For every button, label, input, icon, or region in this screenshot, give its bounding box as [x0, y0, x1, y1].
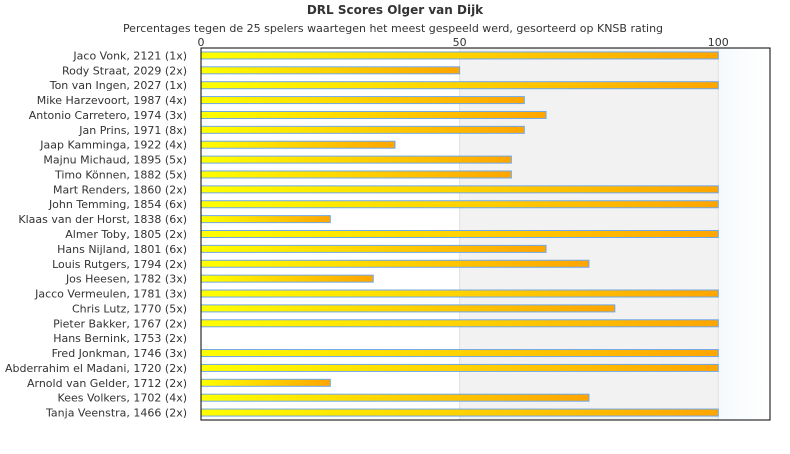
category-label: Arnold van Gelder, 1712 (2x) — [27, 377, 187, 390]
plot-border — [200, 47, 771, 421]
bar — [200, 259, 590, 268]
band-over-100 — [718, 48, 770, 420]
category-label: Timo Können, 1882 (5x) — [54, 168, 187, 181]
category-label: Chris Lutz, 1770 (5x) — [72, 302, 187, 315]
bar — [200, 155, 512, 164]
bar — [200, 244, 547, 253]
bar — [200, 230, 719, 238]
category-label: Jaap Kamminga, 1922 (4x) — [39, 139, 187, 152]
x-tick-label: 0 — [198, 36, 205, 49]
category-label: Jaco Vonk, 2121 (1x) — [72, 49, 187, 62]
bar — [200, 185, 719, 194]
category-label: Mike Harzevoort, 1987 (4x) — [37, 94, 187, 107]
x-tick-label: 100 — [708, 36, 729, 49]
bar — [200, 66, 461, 75]
category-label: Pieter Bakker, 1767 (2x) — [53, 317, 187, 330]
category-label: Ton van Ingen, 2027 (1x) — [49, 79, 187, 92]
bar — [200, 393, 590, 402]
bar — [200, 200, 719, 209]
bar — [200, 274, 374, 283]
category-label: Jacco Vermeulen, 1781 (3x) — [34, 288, 187, 301]
bar — [200, 81, 719, 90]
chart-subtitle: Percentages tegen de 25 spelers waartege… — [123, 22, 663, 35]
bar — [200, 215, 331, 224]
category-label: Antonio Carretero, 1974 (3x) — [29, 109, 187, 122]
bar — [200, 378, 331, 387]
bar — [200, 319, 719, 328]
category-label: Jos Heesen, 1782 (3x) — [65, 273, 187, 286]
category-label: Jan Prins, 1971 (8x) — [78, 124, 187, 137]
chart-title: DRL Scores Olger van Dijk — [307, 3, 484, 17]
category-label: Hans Nijland, 1801 (6x) — [57, 243, 187, 256]
bar — [200, 304, 616, 313]
category-label: Fred Jonkman, 1746 (3x) — [52, 347, 187, 360]
x-tick-label: 50 — [453, 36, 467, 49]
bar — [200, 96, 525, 105]
category-label: Majnu Michaud, 1895 (5x) — [43, 154, 187, 167]
bar — [200, 289, 719, 298]
bar — [200, 408, 719, 417]
category-label: Rody Straat, 2029 (2x) — [62, 64, 187, 77]
category-label: Kees Volkers, 1702 (4x) — [58, 392, 187, 405]
category-label: Hans Bernink, 1753 (2x) — [53, 332, 187, 345]
bar — [200, 125, 525, 134]
bar — [200, 170, 512, 179]
category-label: Almer Toby, 1805 (2x) — [65, 228, 187, 241]
category-label: Tanja Veenstra, 1466 (2x) — [45, 407, 187, 420]
category-label: John Temming, 1854 (6x) — [48, 198, 187, 211]
bar — [200, 110, 547, 119]
category-label: Louis Rutgers, 1794 (2x) — [52, 258, 187, 271]
category-label: Mart Renders, 1860 (2x) — [53, 183, 187, 196]
category-label: Klaas van der Horst, 1838 (6x) — [18, 213, 187, 226]
bar — [200, 51, 719, 60]
bar — [200, 363, 719, 372]
bar — [200, 349, 719, 358]
bar — [200, 140, 396, 149]
category-label: Abderrahim el Madani, 1720 (2x) — [5, 362, 187, 375]
